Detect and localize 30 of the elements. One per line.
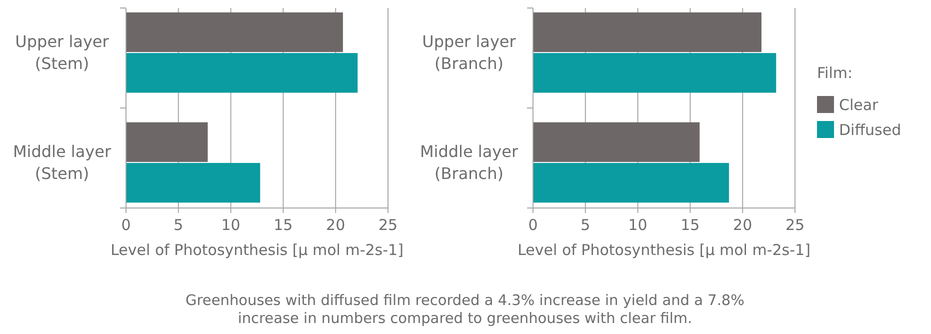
x-axis-title: Level of Photosynthesis [μ mol m-2s-1] bbox=[518, 241, 810, 259]
y-tick-label: Upper layer (Stem) bbox=[15, 32, 110, 74]
x-tick-label: 20 bbox=[733, 216, 752, 234]
y-tick-label: Middle layer (Stem) bbox=[12, 142, 112, 183]
x-tick-label: 25 bbox=[785, 216, 805, 234]
y-tick-label: Middle layer (Branch) bbox=[420, 142, 518, 183]
bar bbox=[126, 12, 343, 52]
bar bbox=[533, 12, 762, 52]
x-tick-label: 5 bbox=[580, 216, 590, 234]
x-tick-label: 0 bbox=[528, 216, 538, 234]
bar bbox=[533, 53, 776, 93]
x-tick-label: 25 bbox=[378, 216, 398, 234]
x-tick-label: 10 bbox=[221, 216, 240, 234]
bar bbox=[126, 122, 208, 162]
x-axis-title: Level of Photosynthesis [μ mol m-2s-1] bbox=[110, 241, 404, 259]
x-tick-label: 10 bbox=[628, 216, 648, 234]
x-tick-label: 20 bbox=[326, 216, 346, 234]
bar bbox=[126, 162, 260, 203]
x-tick-label: 15 bbox=[274, 216, 293, 234]
bar bbox=[533, 162, 729, 203]
x-tick-label: 5 bbox=[174, 216, 184, 234]
bar bbox=[126, 53, 358, 93]
legend-label: Diffused bbox=[839, 121, 902, 139]
legend-label: Clear bbox=[839, 96, 880, 114]
x-tick-label: 0 bbox=[121, 216, 131, 234]
bar bbox=[533, 122, 700, 162]
x-tick-label: 15 bbox=[680, 216, 700, 234]
text: Greenhouses with diffused film recorded a 4.3% increase in yield and a 7.8% increase in numbers compared to greenhouses with clear film. bbox=[186, 293, 744, 327]
y-tick-label: Upper layer (Branch) bbox=[422, 32, 516, 74]
legend-title: Film: bbox=[817, 64, 853, 82]
